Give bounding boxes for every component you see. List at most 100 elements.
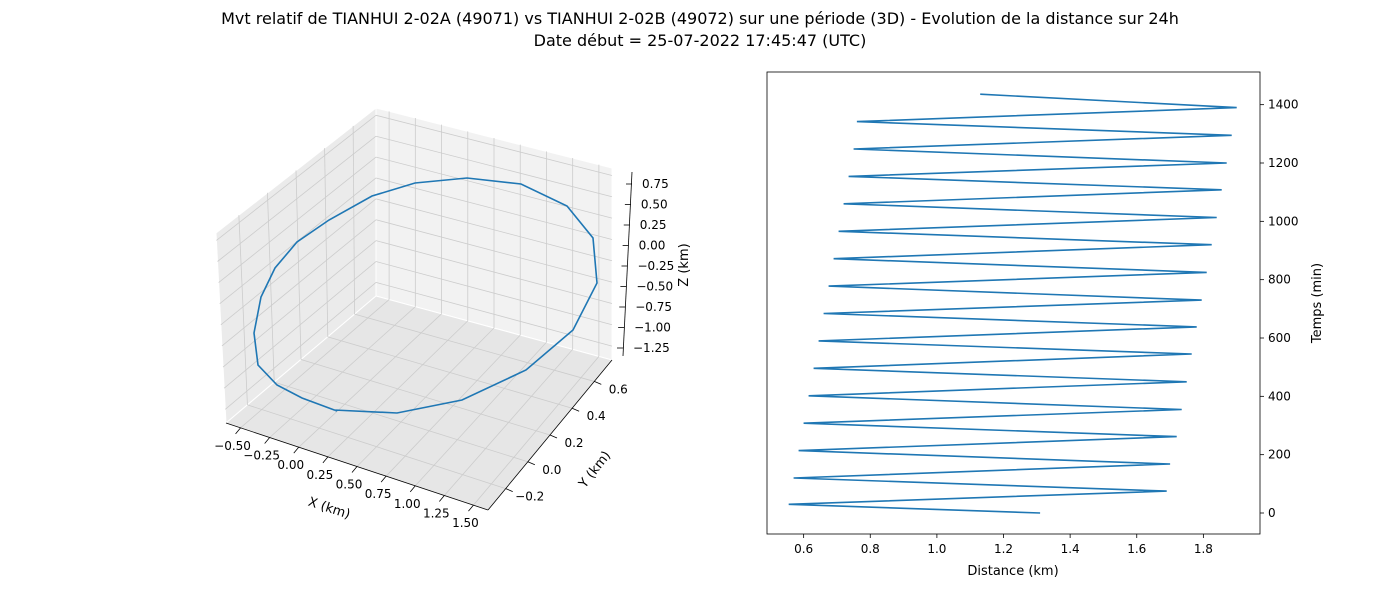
y-tick-label: 0.2 [564, 436, 583, 450]
z-tick-label: −0.50 [636, 280, 673, 294]
grid-line-y-floor [274, 381, 528, 463]
y-tick-label: 600 [1268, 331, 1291, 345]
y-tick-label: 0.0 [542, 463, 561, 477]
z-tick-label: 0.00 [639, 239, 666, 253]
x-axis-line [225, 422, 489, 511]
grid-line-y-left [324, 148, 329, 337]
x-tick-label: 0.75 [365, 487, 392, 501]
y-tick-label: 1000 [1268, 214, 1299, 228]
grid-line-z-left [223, 261, 377, 389]
grid-line-y-floor [247, 404, 506, 489]
x-tick [235, 427, 241, 435]
chart-subtitle: Date début = 25-07-2022 17:45:47 (UTC) [533, 31, 867, 50]
z-tick-label: −0.75 [635, 300, 672, 314]
x-axis-ticks: −0.50−0.250.000.250.500.751.001.251.50 [214, 427, 479, 530]
plot-3d: −0.50−0.250.000.250.500.751.001.251.50 −… [214, 106, 692, 530]
x-tick-label: −0.25 [243, 449, 280, 463]
plot-2d: 0.6 0.8 1.0 1.2 1.4 1.6 1.8 0 200 400 600 800 1000 1… [766, 71, 1325, 579]
x-tick [264, 437, 270, 444]
y-tick-label: 0 [1268, 506, 1276, 520]
x-tick [409, 485, 416, 493]
grid-line-z-back [375, 261, 613, 326]
z-axis-label: Z (km) [677, 243, 692, 286]
x-tick-label: 1.4 [1061, 542, 1080, 556]
y-axis-label: Y (km) [576, 449, 615, 492]
y-tick [549, 434, 558, 439]
x-tick [293, 446, 300, 454]
grid-line-y-floor [327, 336, 573, 409]
grid-line-y-floor [354, 313, 595, 382]
y-tick-label: 0.4 [587, 409, 606, 423]
y-tick-label: 1400 [1268, 98, 1299, 112]
grid-line-z-left [222, 240, 377, 368]
x-axis-ticks: 0.6 0.8 1.0 1.2 1.4 1.6 1.8 [794, 534, 1213, 556]
x-tick [351, 466, 358, 473]
grid-line-y-left [295, 170, 302, 360]
grid-line-z-back [375, 219, 613, 283]
y-tick-label: 1200 [1268, 156, 1299, 170]
grid-3d [216, 111, 613, 506]
x-tick [380, 475, 387, 483]
grid-line-z-left [225, 282, 377, 410]
z-tick-label: −0.25 [638, 259, 675, 273]
z-tick-label: 0.25 [640, 218, 667, 232]
grid-line-z-left [221, 219, 377, 347]
orbit-line [253, 177, 598, 414]
x-tick-label: 0.50 [336, 478, 363, 492]
grid-line-z-back [375, 282, 613, 347]
plot-frame [766, 71, 1261, 535]
z-tick-label: 0.75 [642, 177, 669, 191]
x-tick-label: 1.0 [927, 542, 946, 556]
y-tick [505, 488, 513, 492]
x-tick [439, 495, 445, 502]
z-tick-label: −1.25 [633, 341, 670, 355]
y-axis-ticks: −0.2 0.00.2 0.40.6 [505, 381, 628, 504]
grid-line-z-back [375, 156, 613, 219]
x-tick-label: −0.50 [214, 439, 251, 453]
grid-line-z-left [217, 135, 377, 262]
y-axis-line [487, 359, 613, 511]
x-tick-label: 0.00 [277, 458, 304, 472]
y-tick-label: 800 [1268, 273, 1291, 287]
y-tick-label: −0.2 [515, 490, 544, 504]
x-tick-label: 0.8 [861, 542, 880, 556]
y-tick [571, 407, 580, 412]
x-tick-label: 0.25 [307, 468, 334, 482]
y-tick-label: 200 [1268, 448, 1291, 462]
grid-line-z-left [216, 114, 377, 241]
x-tick [322, 456, 329, 464]
y-axis-ticks: 0 200 400 600 800 1000 1200 1400 [1260, 98, 1299, 520]
y-tick-label: 400 [1268, 389, 1291, 403]
grid-line-y-left [352, 125, 355, 315]
y-tick [527, 461, 536, 466]
chart-title: Mvt relatif de TIANHUI 2-02A (49071) vs … [221, 9, 1179, 28]
grid-line-z-left [218, 156, 377, 283]
z-tick-label: −1.00 [634, 321, 671, 335]
grid-line-y-floor [300, 359, 551, 436]
x-tick-label: 1.50 [452, 516, 479, 530]
grid-line-z-back [375, 198, 613, 262]
distance-line [788, 93, 1237, 514]
x-axis-label: Distance (km) [967, 564, 1058, 579]
grid-line-z-back [375, 177, 613, 240]
y-axis-label: Temps (min) [1310, 263, 1325, 344]
z-axis-line [622, 171, 633, 357]
y-tick-label: 0.6 [609, 382, 628, 396]
grid-line-z-back [375, 240, 613, 304]
x-tick-label: 1.2 [994, 542, 1013, 556]
x-tick-label: 1.00 [394, 497, 421, 511]
grid-line-z-left [220, 198, 377, 326]
grid-line-y-left [238, 215, 248, 405]
x-axis-label: X (km) [306, 495, 352, 523]
x-tick-label: 0.6 [794, 542, 813, 556]
grid-line-y-left [267, 192, 275, 383]
grid-line-z-back [375, 135, 613, 198]
y-tick [594, 381, 602, 385]
x-tick-label: 1.8 [1194, 542, 1213, 556]
x-tick-label: 1.6 [1127, 542, 1146, 556]
z-axis-ticks: 0.75 0.50 0.25 0.00 −0.25 −0.50 −0.75 −1.00 −1.2… [617, 177, 674, 355]
grid-line-z-back [375, 114, 613, 176]
x-tick [468, 504, 474, 512]
z-tick-label: 0.50 [641, 198, 668, 212]
